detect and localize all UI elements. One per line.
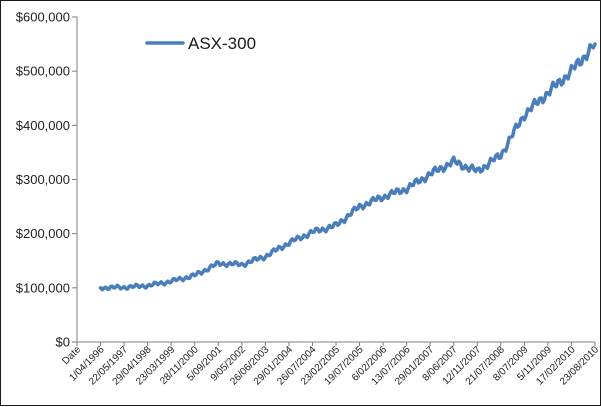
legend: ASX-300 — [145, 34, 256, 53]
y-axis: $0 $100,000 $200,000 $300,000 $400,000 $500,0… — [16, 10, 78, 350]
y-tick-label: $0 — [56, 335, 70, 350]
y-tick-label: $200,000 — [16, 226, 70, 241]
x-axis: Date1/04/199622/05/199729/04/199823/03/1… — [60, 341, 601, 388]
series-line-asx-300 — [98, 42, 597, 292]
y-tick-label: $500,000 — [16, 64, 70, 79]
legend-label-asx-300: ASX-300 — [188, 34, 256, 53]
y-tick-label: $400,000 — [16, 118, 70, 133]
y-tick-label: $100,000 — [16, 280, 70, 295]
y-tick-label: $600,000 — [16, 10, 70, 25]
series-lines — [98, 42, 597, 292]
y-tick-label: $300,000 — [16, 172, 70, 187]
